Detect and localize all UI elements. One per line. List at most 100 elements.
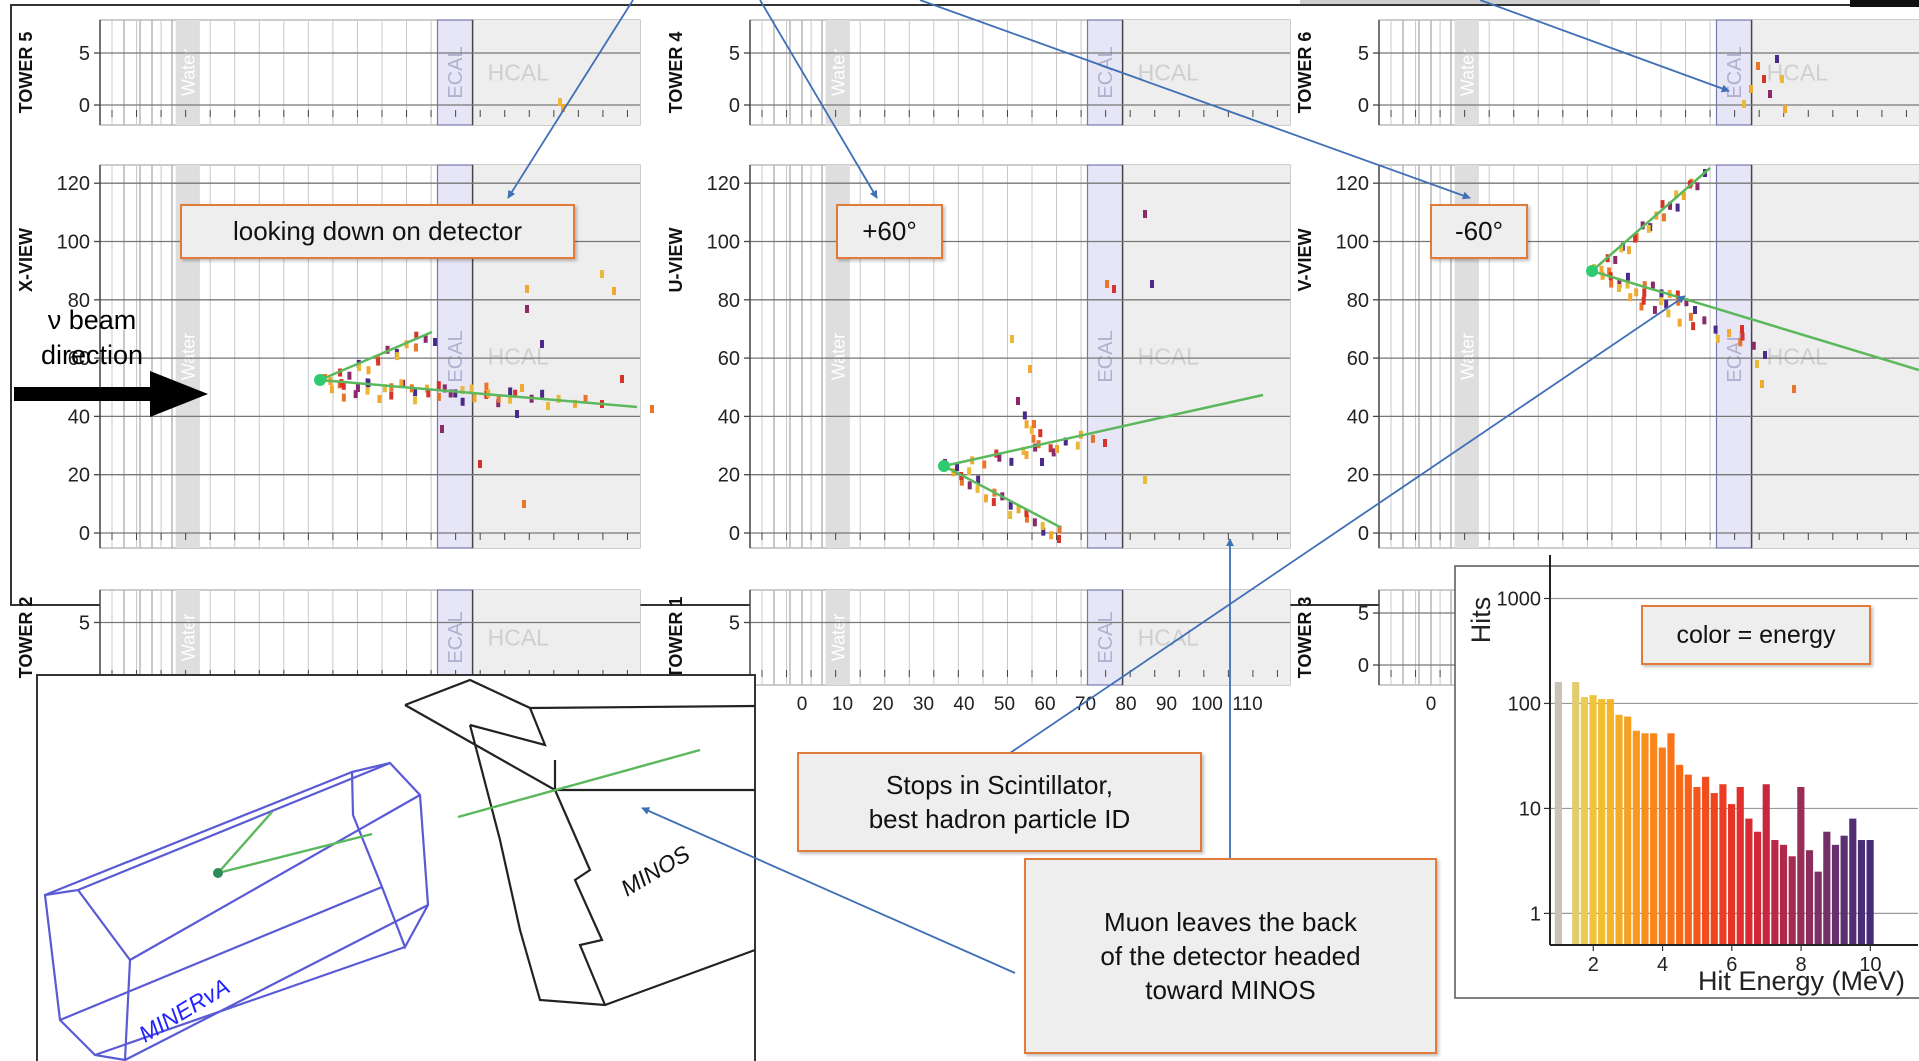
hit (414, 331, 419, 340)
hit (1713, 325, 1718, 334)
hit (1048, 444, 1053, 453)
hit (436, 381, 441, 390)
hit (1763, 351, 1767, 359)
hist-x-tick-label: 10 (1859, 954, 1881, 976)
hit (1792, 385, 1796, 393)
hit (1661, 213, 1666, 222)
hit (1024, 509, 1029, 517)
callout-plus60: +60° (836, 204, 943, 259)
hit (982, 460, 987, 469)
hist-bar (1823, 831, 1831, 945)
hit (1664, 300, 1669, 309)
vertex-3d (213, 868, 223, 878)
hit (1625, 272, 1630, 281)
hist-x-tick-label: 4 (1657, 954, 1668, 976)
hit (1660, 200, 1665, 209)
hcal-region (1122, 20, 1290, 125)
hit (1727, 329, 1732, 338)
hit (1032, 518, 1037, 527)
arrow-to-tower6 (1479, 0, 1730, 93)
panel-tower2: Water ECAL HCAL 5 TOWER 2 (16, 589, 641, 686)
hit (525, 305, 529, 313)
hit (513, 389, 518, 398)
hist-y-tick-label: 1 (1530, 903, 1541, 925)
hit (440, 425, 444, 433)
hist-bar (1866, 840, 1874, 945)
x-tick-label: 90 (1156, 694, 1177, 715)
hist-bar (1702, 776, 1710, 945)
hist-x-tick-label: 8 (1796, 954, 1807, 976)
vertex-vview (1586, 265, 1598, 277)
callout-stops: Stops in Scintillator, best hadron parti… (797, 752, 1202, 852)
water-region (825, 590, 850, 685)
hit (546, 402, 550, 410)
hit (1760, 380, 1764, 388)
x-tick-label: 80 (1115, 694, 1136, 715)
hit (399, 379, 404, 388)
hit (1681, 192, 1686, 201)
hit (1051, 448, 1056, 457)
hist-bar (1615, 714, 1623, 945)
hit (1693, 306, 1697, 314)
hit (1025, 514, 1029, 523)
y-tick-label: 60 (718, 348, 740, 370)
hit (508, 387, 513, 396)
track-xview-upper (319, 330, 433, 382)
hit (1751, 341, 1756, 350)
hit (959, 477, 964, 486)
y-tick-label: 20 (68, 465, 90, 487)
hit (1675, 203, 1680, 212)
hit (1022, 411, 1027, 420)
water-label: Water (179, 614, 199, 661)
hit (997, 453, 1002, 462)
water-region (175, 20, 200, 125)
hit (1626, 246, 1631, 255)
hit (1783, 105, 1787, 113)
hit (1775, 55, 1779, 63)
arrow-to-xview (507, 0, 634, 199)
y-tick-label: 120 (707, 173, 740, 195)
hit (1016, 505, 1021, 514)
hit (1695, 182, 1700, 191)
hit (1674, 190, 1679, 199)
hit (1057, 535, 1061, 543)
y-tick-label: 5 (79, 613, 90, 635)
hit (612, 287, 616, 295)
y-tick-label: 0 (729, 523, 740, 545)
hit (1738, 338, 1743, 347)
hist-bar (1719, 784, 1727, 945)
hit (395, 352, 400, 361)
hit (1063, 437, 1068, 446)
hcal-label: HCAL (1138, 344, 1200, 370)
hist-bar (1814, 871, 1822, 945)
hit (1749, 85, 1753, 93)
hit (561, 104, 565, 112)
hit (1715, 334, 1720, 343)
hist-bar (1831, 844, 1840, 945)
hit (508, 395, 513, 404)
hit (1599, 265, 1604, 274)
y-tick-label: 5 (729, 613, 740, 635)
hit (1008, 511, 1013, 519)
top-right-black-strip (1850, 0, 1919, 7)
hit (1646, 224, 1651, 233)
hist-bar (1840, 835, 1848, 945)
hit (1780, 75, 1784, 83)
hit (1768, 90, 1772, 98)
hist-bar (1736, 787, 1744, 945)
water-region (175, 590, 200, 685)
hit (540, 340, 544, 348)
top-center-gray-strip (1300, 0, 1600, 4)
hist-bar (1580, 697, 1588, 945)
y-tick-label: 60 (68, 348, 90, 370)
hit (469, 384, 474, 393)
hit (540, 389, 545, 398)
hit (1607, 267, 1612, 276)
hit (1609, 279, 1614, 288)
hit (1762, 75, 1766, 83)
hit (1755, 360, 1759, 368)
water-label: Water (179, 333, 199, 380)
